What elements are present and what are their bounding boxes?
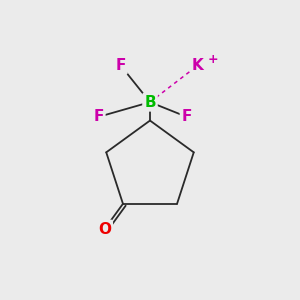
Text: F: F	[93, 110, 104, 124]
Text: K: K	[192, 58, 204, 73]
Text: O: O	[98, 222, 111, 237]
Text: +: +	[208, 53, 219, 66]
Text: B: B	[144, 95, 156, 110]
Text: F: F	[116, 58, 126, 73]
Text: F: F	[182, 110, 192, 124]
